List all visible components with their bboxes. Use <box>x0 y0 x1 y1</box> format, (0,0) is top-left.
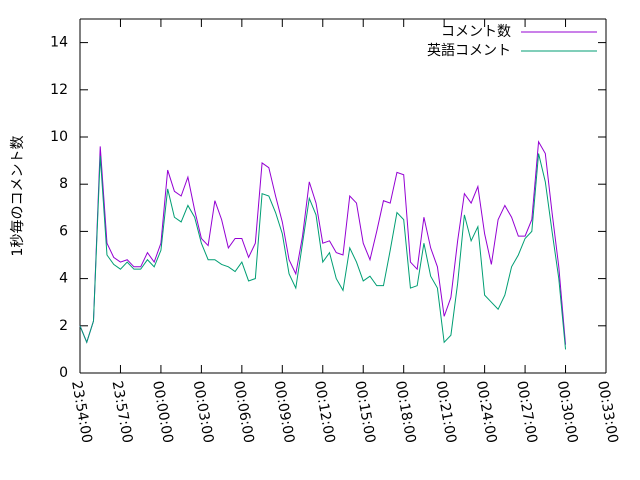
x-tick-label: 23:54:00 <box>68 380 95 445</box>
plot-frame <box>79 18 607 374</box>
x-tick-label: 00:15:00 <box>351 380 378 445</box>
y-tick-label: 10 <box>50 129 68 145</box>
x-tick-label: 00:21:00 <box>432 380 459 445</box>
y-tick-label: 6 <box>59 223 68 239</box>
y-tick-label: 4 <box>59 271 68 287</box>
x-tick-label: 00:33:00 <box>594 380 621 445</box>
y-tick-label: 12 <box>50 82 68 98</box>
y-tick-label: 14 <box>50 35 68 51</box>
x-tick-label: 00:00:00 <box>149 380 176 445</box>
x-tick-label: 00:03:00 <box>190 380 217 445</box>
series-line <box>79 153 567 350</box>
y-tick-label: 2 <box>59 318 68 334</box>
y-tick-label: 8 <box>59 176 68 192</box>
y-tick-label: 0 <box>59 365 68 381</box>
x-tick-label: 00:18:00 <box>392 380 419 445</box>
x-tick-label: 00:24:00 <box>473 380 500 445</box>
x-tick-label: 00:06:00 <box>230 380 257 445</box>
legend-label: 英語コメント <box>427 42 511 59</box>
y-axis-label: 1秒毎のコメント数 <box>10 136 26 257</box>
legend-label: コメント数 <box>441 24 511 40</box>
x-tick-label: 23:57:00 <box>109 380 136 445</box>
x-tick-label: 00:09:00 <box>270 380 297 445</box>
x-tick-label: 00:27:00 <box>513 380 540 445</box>
x-tick-label: 00:12:00 <box>311 380 338 445</box>
series-line <box>79 140 567 345</box>
x-tick-label: 00:30:00 <box>554 380 581 445</box>
